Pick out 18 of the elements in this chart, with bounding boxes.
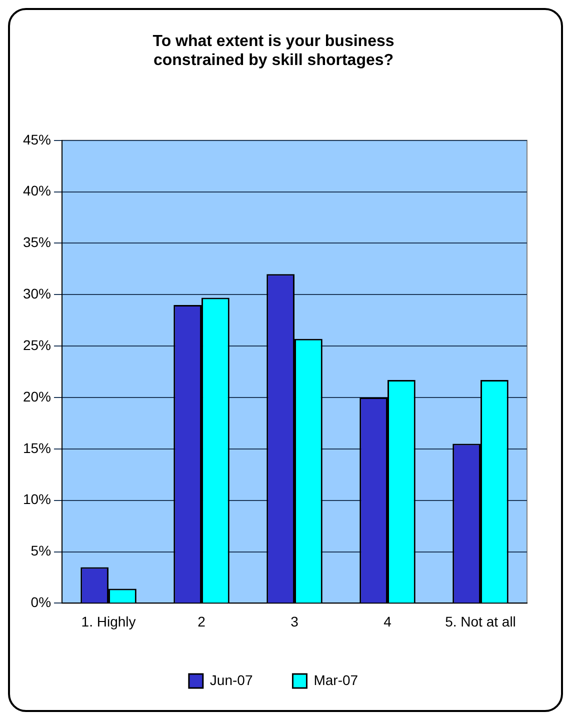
x-tick-label: 4 <box>384 613 392 630</box>
legend-label: Jun-07 <box>210 672 253 688</box>
chart-title: To what extent is your business constrained by skill shortages? <box>152 33 394 70</box>
y-tick-label: 40% <box>22 182 52 199</box>
y-tick-label: 10% <box>22 491 52 508</box>
y-tick-label: 20% <box>22 388 52 404</box>
y-tick-label: 45% <box>22 131 52 148</box>
x-tick-label: 2 <box>198 613 206 630</box>
x-tick-label: 3 <box>290 613 299 630</box>
x-tick-label: 5. Not at all <box>445 613 516 630</box>
y-tick-label: 25% <box>22 336 52 353</box>
legend-label: Mar-07 <box>314 672 358 688</box>
y-tick-label: 30% <box>22 286 52 302</box>
y-tick-label: 35% <box>22 234 52 250</box>
y-tick-label: 15% <box>22 440 52 456</box>
y-tick-label: 5% <box>30 542 52 559</box>
x-tick-label: 1. Highly <box>81 613 136 630</box>
y-tick-label: 0% <box>30 594 52 610</box>
